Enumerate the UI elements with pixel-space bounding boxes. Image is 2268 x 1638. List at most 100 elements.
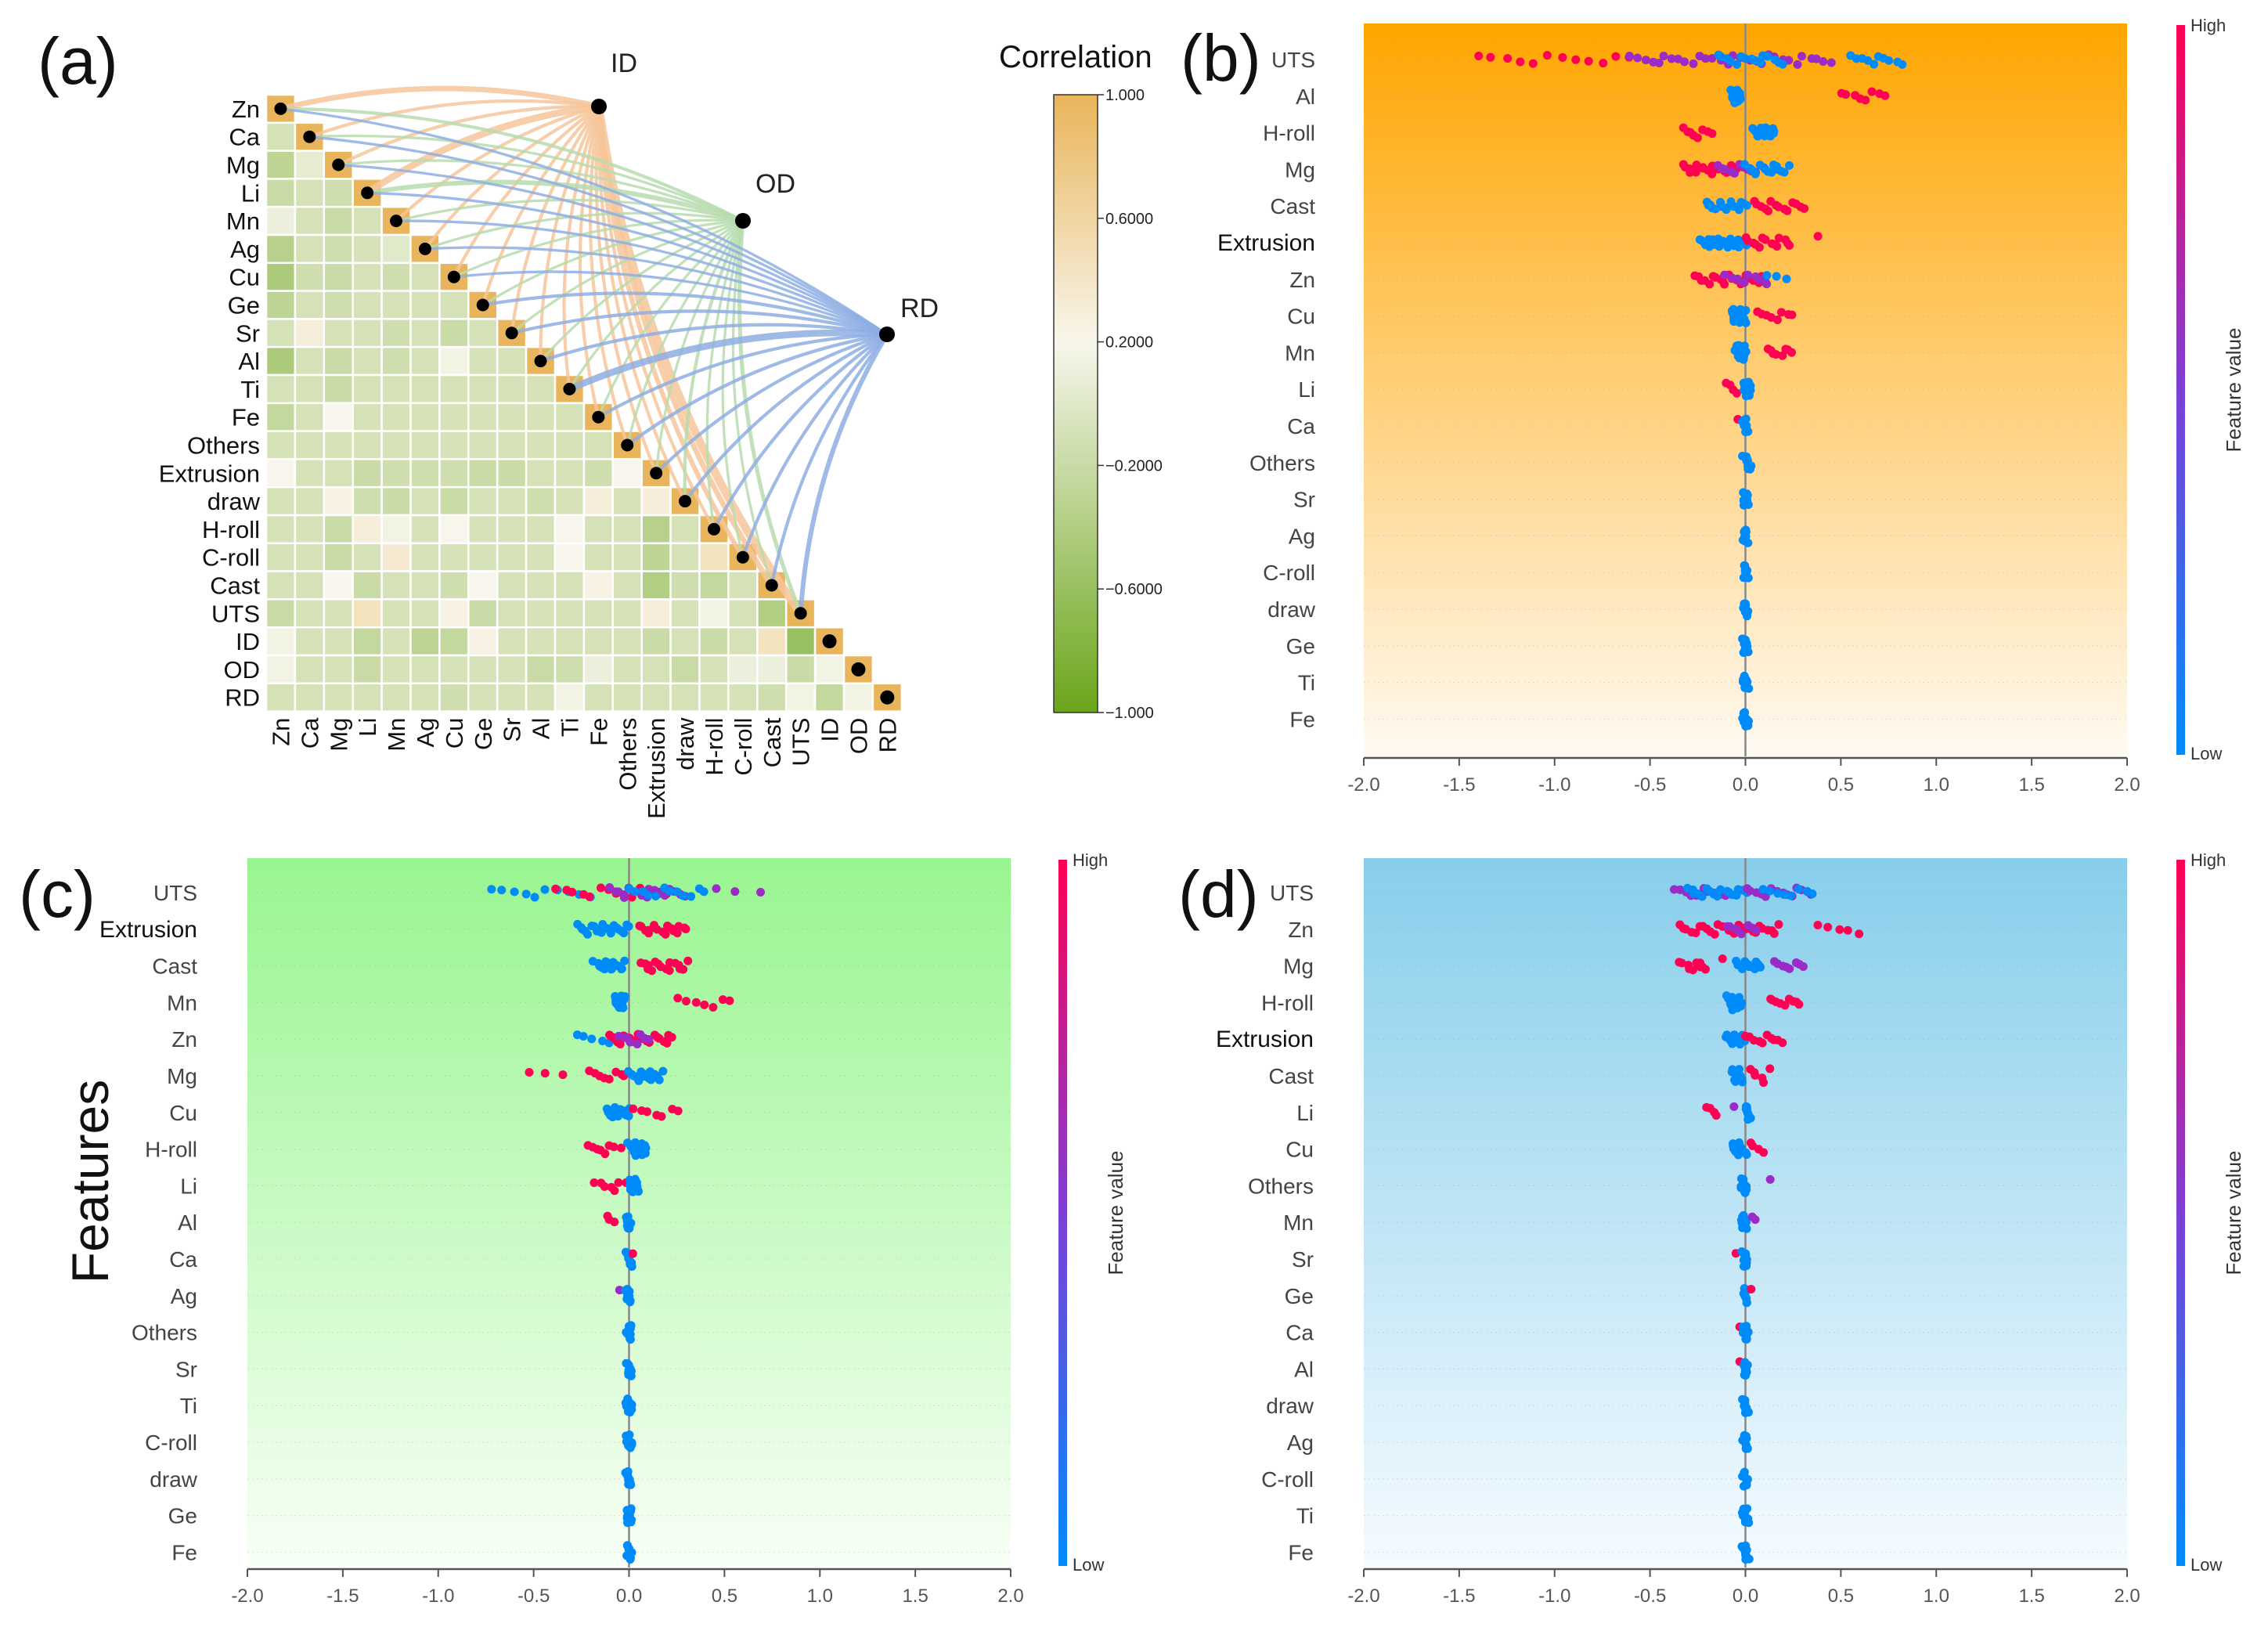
shap-point <box>643 1107 652 1117</box>
shap-point <box>1741 1334 1751 1344</box>
heatmap-cell <box>409 458 441 489</box>
shap-point <box>1762 280 1772 289</box>
heatmap-cell <box>438 598 470 629</box>
panel-label-b: (b) <box>1181 21 1261 95</box>
heatmap-cell <box>467 345 499 377</box>
shap-point <box>1680 57 1689 67</box>
heatmap-cell <box>727 598 759 629</box>
shap-point <box>681 925 690 934</box>
heatmap-cell <box>669 514 701 545</box>
correlation-link <box>721 220 745 558</box>
heatmap-cell <box>669 570 701 601</box>
shap-point <box>1667 54 1676 63</box>
heatmap-cell <box>323 345 354 377</box>
shap-point <box>1769 929 1779 938</box>
shap-point <box>1725 56 1735 66</box>
shap-point <box>718 995 727 1005</box>
heatmap-cell <box>496 542 528 572</box>
shap-point <box>610 1218 619 1227</box>
correlation-heatmap-panel: ZnZnCaCaMgMgLiLiMnMnAgAgCuCuGeGeSrSrAlAl… <box>159 40 1163 819</box>
shap-point <box>618 1003 628 1012</box>
shap-point <box>1705 280 1715 289</box>
heatmap-cell <box>323 542 354 572</box>
shap-point <box>1800 204 1809 213</box>
x-tick-label: 2.0 <box>2114 1586 2140 1607</box>
diagonal-marker <box>563 382 576 395</box>
shap-point <box>1744 1518 1754 1528</box>
shap-point <box>1855 929 1864 939</box>
shap-point <box>1841 90 1851 99</box>
shap-point <box>1772 350 1781 359</box>
heatmap-cell <box>553 542 586 572</box>
heatmap-cell <box>496 654 528 685</box>
colorbar-low-label: Low <box>1073 1555 1104 1575</box>
shap-point <box>1867 87 1877 96</box>
shap-point <box>1611 52 1621 61</box>
shap-point <box>600 1182 609 1191</box>
feature-label: Al <box>178 1210 197 1235</box>
diagonal-marker <box>390 215 403 228</box>
heatmap-cell <box>265 542 297 572</box>
heatmap-cell <box>813 654 846 685</box>
shap-point <box>1677 958 1686 968</box>
column-label: Ca <box>296 717 323 749</box>
heatmap-cell <box>525 514 557 545</box>
heatmap-cell <box>323 654 354 685</box>
feature-label: Extrusion <box>1216 1026 1314 1052</box>
heatmap-cell <box>352 373 383 405</box>
feature-label: Cu <box>1287 305 1315 329</box>
shap-point <box>1707 54 1717 63</box>
heatmap-cell <box>265 570 297 601</box>
diagonal-marker <box>303 130 316 143</box>
heatmap-cell <box>813 682 846 713</box>
heatmap-cell <box>553 458 586 489</box>
row-label: Zn <box>232 96 260 123</box>
heatmap-cell <box>265 178 297 208</box>
heatmap-cell <box>582 626 615 657</box>
row-label: Cast <box>210 572 260 600</box>
heatmap-cell <box>294 654 326 685</box>
heatmap-cell <box>265 682 297 713</box>
shap-point <box>1743 427 1753 436</box>
heatmap-cell <box>409 514 441 545</box>
correlation-link <box>510 219 744 334</box>
heatmap-cell <box>294 318 326 348</box>
heatmap-cell <box>611 598 643 629</box>
shap-point <box>709 1003 718 1012</box>
heatmap-cell <box>380 373 412 405</box>
shap-point <box>1835 925 1844 934</box>
shap-point <box>1743 270 1753 280</box>
correlation-link <box>424 246 888 336</box>
shap-point <box>1720 270 1729 280</box>
feature-label: Cast <box>1268 1064 1314 1088</box>
colorbar-high-label: High <box>2190 850 2226 870</box>
heatmap-cell <box>611 682 643 713</box>
feature-label: Mn <box>1283 1210 1314 1235</box>
heatmap-cell <box>352 485 383 517</box>
heatmap-cell <box>380 262 412 292</box>
correlation-link <box>597 106 687 503</box>
column-label: Cu <box>441 718 468 749</box>
shap-point <box>1794 1000 1804 1009</box>
feature-value-colorbar <box>1058 860 1067 1566</box>
x-tick-label: -1.5 <box>1443 774 1475 796</box>
feature-label: Ge <box>168 1504 197 1528</box>
shap-point <box>1624 52 1634 61</box>
shap-point <box>1813 920 1823 929</box>
shap-point <box>521 889 531 899</box>
heatmap-cell <box>294 178 326 208</box>
correlation-link <box>396 219 888 336</box>
shap-point <box>614 1178 623 1187</box>
heatmap-cell <box>294 514 326 545</box>
shap-point <box>1718 954 1727 964</box>
correlation-link <box>482 291 888 337</box>
shap-point <box>583 929 593 939</box>
feature-label: Ge <box>1285 1284 1314 1308</box>
shap-point <box>1733 60 1742 69</box>
shap-point <box>658 1066 668 1076</box>
x-tick-label: 2.0 <box>2114 774 2140 796</box>
shap-point <box>1736 1001 1745 1011</box>
row-label: Mg <box>226 152 260 179</box>
heatmap-cell <box>265 514 297 545</box>
shap-point <box>1772 316 1782 325</box>
